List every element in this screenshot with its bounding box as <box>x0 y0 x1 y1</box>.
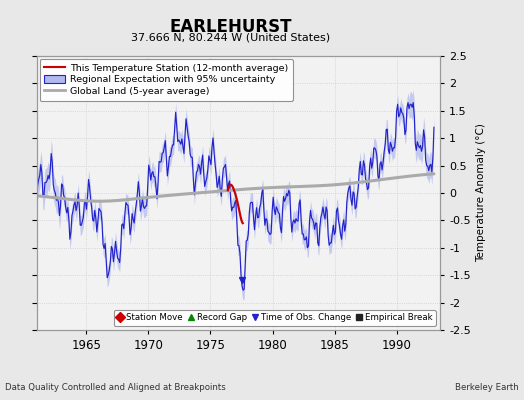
Text: Data Quality Controlled and Aligned at Breakpoints: Data Quality Controlled and Aligned at B… <box>5 383 226 392</box>
Legend: Station Move, Record Gap, Time of Obs. Change, Empirical Break: Station Move, Record Gap, Time of Obs. C… <box>114 310 436 326</box>
Y-axis label: Temperature Anomaly (°C): Temperature Anomaly (°C) <box>476 124 486 262</box>
Text: 37.666 N, 80.244 W (United States): 37.666 N, 80.244 W (United States) <box>131 33 330 43</box>
Text: EARLEHURST: EARLEHURST <box>169 18 292 36</box>
Text: Berkeley Earth: Berkeley Earth <box>455 383 519 392</box>
